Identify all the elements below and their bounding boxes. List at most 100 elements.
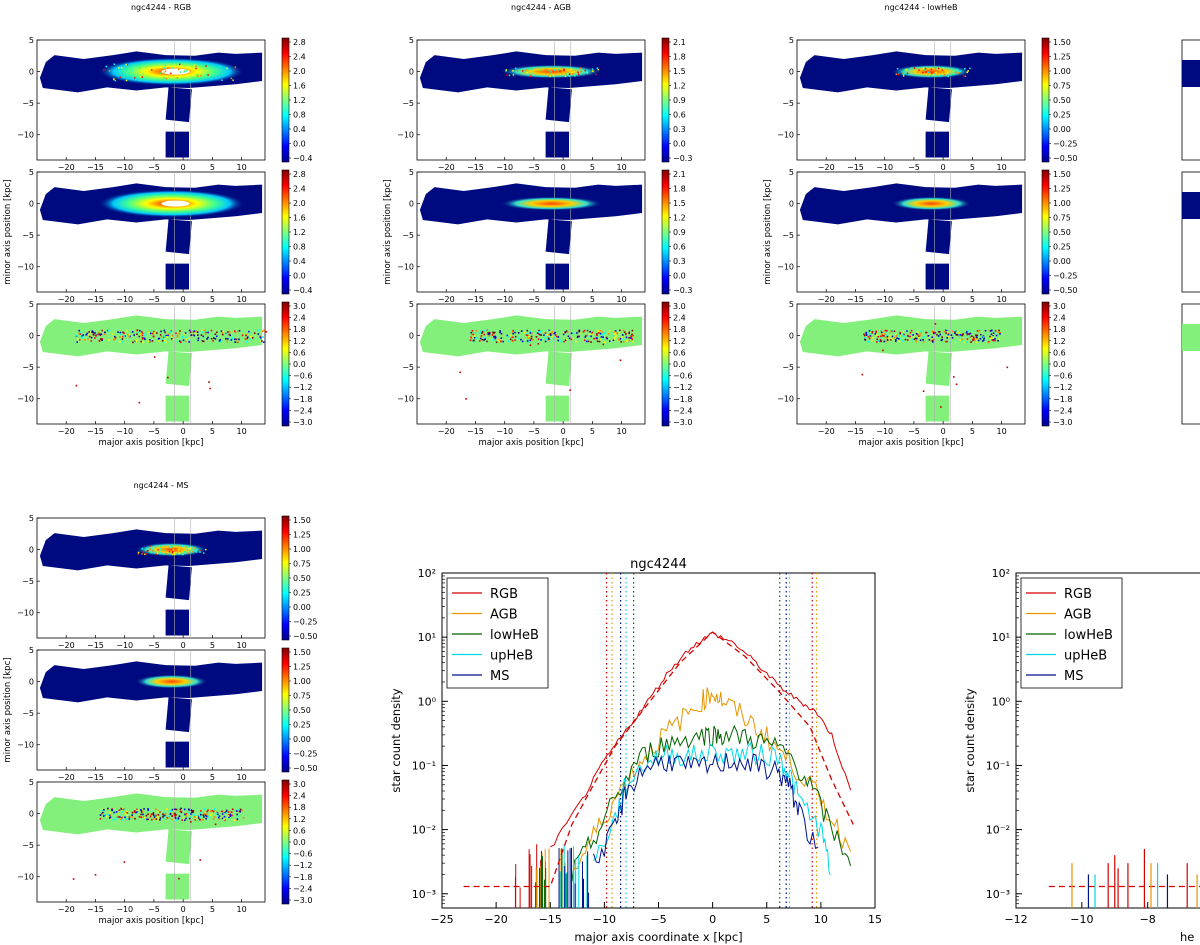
residual-speckle — [124, 335, 126, 337]
residual-speckle — [886, 339, 889, 341]
residual-speckle — [597, 330, 599, 332]
residual-speckle — [962, 333, 964, 335]
residual-speckle — [104, 331, 106, 334]
density-speckle — [969, 67, 971, 70]
residual-speckle — [163, 335, 166, 338]
density-speckle — [200, 549, 202, 552]
density-speckle — [927, 71, 930, 74]
residual-speckle — [514, 335, 517, 338]
residual-speckle — [917, 336, 920, 338]
residual-speckle — [162, 813, 164, 815]
density-speckle — [126, 64, 129, 66]
residual-speckle — [163, 341, 166, 343]
residual-speckle — [954, 341, 957, 344]
residual-speckle — [556, 335, 558, 338]
colorbar — [281, 515, 290, 641]
density-speckle — [159, 548, 162, 550]
density-speckle — [597, 68, 600, 71]
y-tick-label: 0 — [29, 546, 34, 555]
density-speckle — [938, 67, 940, 70]
residual-speckle — [231, 336, 234, 339]
residual-speckle — [525, 333, 528, 335]
residual-speckle — [940, 406, 942, 408]
residual-speckle — [102, 815, 105, 817]
residual-speckle — [931, 330, 934, 332]
density-speckle — [202, 552, 205, 554]
residual-speckle — [884, 329, 887, 332]
residual-speckle — [910, 336, 912, 339]
density-speckle — [141, 548, 143, 550]
residual-speckle — [621, 336, 623, 338]
residual-speckle — [870, 340, 873, 342]
map-xlabel: major axis position [kpc] — [479, 438, 584, 448]
residual-speckle — [141, 332, 144, 334]
residual-speckle — [179, 340, 181, 343]
y-tick-label: −10 — [397, 395, 414, 404]
residual-speckle — [871, 332, 873, 334]
residual-speckle — [631, 329, 634, 332]
density-speckle — [151, 548, 153, 550]
residual-speckle — [992, 339, 995, 341]
residual-speckle — [78, 339, 81, 341]
colorbar — [661, 169, 670, 295]
residual-speckle — [151, 818, 153, 821]
residual-speckle — [975, 338, 978, 341]
residual-speckle — [628, 339, 631, 342]
y-tick-label: 10² — [992, 567, 1010, 580]
residual-speckle — [475, 330, 478, 332]
residual-speckle — [912, 334, 914, 336]
residual-speckle — [239, 808, 242, 811]
residual-speckle — [188, 337, 190, 340]
residual-speckle — [221, 332, 223, 334]
residual-speckle — [199, 812, 202, 814]
residual-speckle — [572, 332, 575, 335]
colorbar-label: −3.0 — [293, 896, 312, 905]
residual-speckle — [551, 335, 554, 338]
residual-speckle — [943, 330, 946, 333]
residual-speckle — [213, 816, 216, 818]
residual-speckle — [586, 329, 589, 332]
residual-speckle — [253, 332, 256, 334]
residual-speckle — [931, 341, 934, 343]
density-speckle — [147, 69, 149, 71]
colorbar-label: 1.2 — [673, 337, 686, 346]
residual-speckle — [912, 338, 914, 341]
y-tick-label: 5 — [29, 36, 34, 45]
residual-speckle — [152, 813, 155, 815]
residual-speckle — [954, 331, 956, 334]
residual-speckle — [575, 340, 577, 343]
density-speckle — [118, 70, 121, 73]
legend-label: upHeB — [1064, 649, 1107, 664]
x-tick-label: −15 — [847, 163, 864, 172]
x-tick-label: −20 — [485, 913, 508, 926]
map-panel: 50−5−10−20 −15 −10 −5 0 5 103.02.41.81.20.60.0… — [777, 300, 1072, 436]
colorbar-label: −0.25 — [293, 750, 318, 759]
residual-speckle — [93, 335, 96, 338]
residual-speckle — [880, 335, 882, 338]
density-speckle — [922, 71, 924, 74]
density-speckle — [192, 551, 194, 553]
residual-speckle — [205, 813, 208, 816]
density-speckle — [529, 75, 531, 78]
residual-speckle — [960, 340, 963, 342]
map-panel: 50−5−10−20 −15 −10 −5 0 5 102.82.42.01.61.20.8… — [17, 168, 312, 304]
residual-speckle — [500, 332, 503, 335]
residual-speckle — [893, 330, 896, 332]
colorbar-label: −1.2 — [673, 383, 692, 392]
x-tick-label: 10 — [814, 913, 828, 926]
residual-speckle — [206, 338, 208, 340]
y-tick-label: 5 — [789, 168, 794, 177]
residual-speckle — [956, 334, 959, 336]
residual-speckle — [625, 340, 628, 342]
residual-speckle — [208, 381, 210, 383]
residual-speckle — [231, 814, 233, 817]
density-speckle — [595, 73, 597, 76]
residual-speckle — [101, 339, 103, 341]
series-line-upheb — [593, 741, 831, 876]
y-tick-label: 0 — [789, 200, 794, 209]
y-tick-label: 10⁻³ — [412, 888, 436, 901]
residual-speckle — [107, 329, 110, 332]
residual-speckle — [992, 340, 995, 342]
residual-speckle — [131, 331, 134, 333]
